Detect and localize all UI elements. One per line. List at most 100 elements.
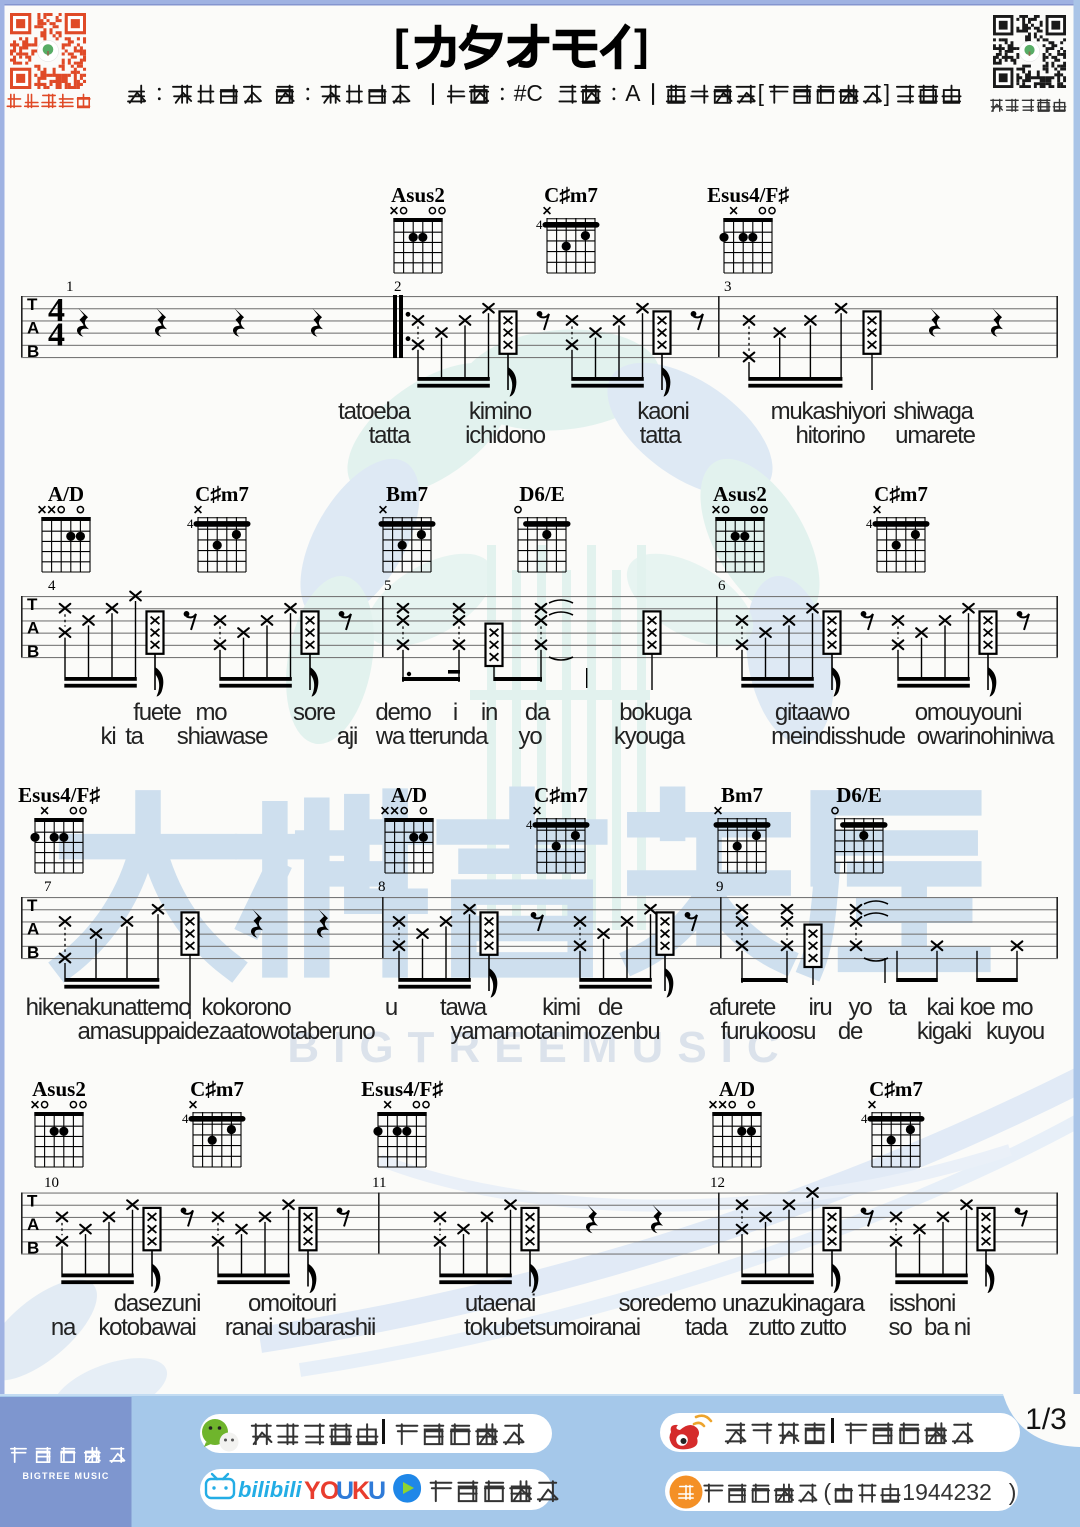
svg-text:C♯m7: C♯m7	[190, 1077, 244, 1101]
svg-text:BIGTREE MUSIC: BIGTREE MUSIC	[22, 1471, 109, 1481]
svg-text:mo: mo	[196, 699, 228, 726]
svg-text:11: 11	[372, 1175, 386, 1191]
svg-text:U: U	[336, 1477, 354, 1505]
svg-text:12: 12	[710, 1175, 725, 1191]
svg-text:6: 6	[718, 578, 726, 594]
svg-text:aji: aji	[337, 723, 357, 750]
svg-text:tada: tada	[685, 1314, 729, 1341]
svg-text:C♯m7: C♯m7	[544, 183, 598, 207]
svg-text:4: 4	[536, 217, 543, 232]
svg-text:A: A	[625, 80, 641, 106]
svg-text:A/D: A/D	[48, 482, 84, 506]
svg-text:T: T	[27, 295, 38, 314]
svg-text:A: A	[27, 920, 39, 939]
svg-text:shiawase: shiawase	[177, 723, 268, 750]
svg-text:kimino: kimino	[469, 398, 532, 425]
svg-text:mo: mo	[1002, 994, 1034, 1021]
svg-text:kaoni: kaoni	[637, 398, 688, 425]
svg-text:Esus4/F♯: Esus4/F♯	[361, 1077, 443, 1101]
svg-text:dasezuni: dasezuni	[114, 1290, 200, 1317]
svg-text:yo: yo	[519, 723, 543, 750]
svg-text:tokubetsumoiranai: tokubetsumoiranai	[464, 1314, 640, 1341]
svg-text:C♯m7: C♯m7	[869, 1077, 923, 1101]
svg-text:4: 4	[48, 578, 56, 594]
svg-text:T: T	[27, 1192, 38, 1211]
svg-text:8: 8	[378, 879, 386, 895]
svg-text:meindisshude: meindisshude	[771, 723, 906, 750]
svg-text:zutto zutto: zutto zutto	[748, 1314, 846, 1341]
svg-text:O: O	[320, 1477, 339, 1505]
svg-text:kai: kai	[926, 994, 953, 1021]
svg-text:]: ]	[884, 80, 890, 106]
svg-text:1: 1	[66, 279, 74, 295]
svg-text:utaenai: utaenai	[465, 1290, 535, 1317]
svg-text:B: B	[27, 943, 39, 962]
svg-text:BIGTREEMUSIC: BIGTREEMUSIC	[287, 1023, 792, 1072]
svg-text:C♯m7: C♯m7	[195, 482, 249, 506]
svg-text:): )	[1009, 1479, 1017, 1505]
svg-text:4: 4	[861, 1111, 868, 1126]
svg-text:4: 4	[866, 516, 873, 531]
svg-text:afurete: afurete	[709, 994, 776, 1021]
svg-text:hikenakunattemo: hikenakunattemo	[26, 994, 192, 1021]
svg-text:A/D: A/D	[719, 1077, 755, 1101]
svg-text:mukashiyori: mukashiyori	[771, 398, 886, 425]
svg-text:Esus4/F♯: Esus4/F♯	[18, 783, 100, 807]
svg-text:Y: Y	[304, 1477, 321, 1505]
svg-text:tterunda: tterunda	[409, 723, 489, 750]
svg-text:Asus2: Asus2	[713, 482, 767, 506]
svg-text:tatta: tatta	[369, 422, 412, 449]
svg-text:kuyou: kuyou	[986, 1018, 1044, 1045]
svg-text:soredemo: soredemo	[618, 1290, 716, 1317]
svg-text:4: 4	[187, 516, 194, 531]
svg-text:so: so	[889, 1314, 913, 1341]
svg-text:kokorono: kokorono	[201, 994, 291, 1021]
svg-text:Bm7: Bm7	[386, 482, 428, 506]
svg-text:kyouga: kyouga	[614, 723, 686, 750]
svg-text:koe: koe	[959, 994, 995, 1021]
svg-text:amasuppaidezaatowotaberuno: amasuppaidezaatowotaberuno	[77, 1018, 375, 1045]
svg-text:isshoni: isshoni	[889, 1290, 955, 1317]
svg-text:da: da	[525, 699, 551, 726]
svg-text:K: K	[352, 1477, 370, 1505]
svg-text:4: 4	[526, 817, 533, 832]
svg-text:kotobawai: kotobawai	[98, 1314, 195, 1341]
svg-text:Asus2: Asus2	[32, 1077, 86, 1101]
svg-text:yamamotanimozenbu: yamamotanimozenbu	[450, 1018, 659, 1045]
svg-text:Esus4/F♯: Esus4/F♯	[707, 183, 789, 207]
svg-text:ba ni: ba ni	[924, 1314, 970, 1341]
svg-text:tawa: tawa	[440, 994, 488, 1021]
svg-text:omoitouri: omoitouri	[248, 1290, 336, 1317]
svg-text:bokuga: bokuga	[619, 699, 692, 726]
svg-text:A: A	[27, 619, 39, 638]
svg-text:shiwaga: shiwaga	[893, 398, 975, 425]
svg-text:u: u	[385, 994, 397, 1021]
svg-text:T: T	[27, 896, 38, 915]
svg-text:D6/E: D6/E	[836, 783, 882, 807]
svg-text:Asus2: Asus2	[391, 183, 445, 207]
svg-text:3: 3	[724, 279, 732, 295]
svg-text:bilibili: bilibili	[238, 1477, 302, 1502]
svg-text:[: [	[394, 21, 409, 70]
svg-text:A: A	[27, 1215, 39, 1234]
svg-text:tatta: tatta	[640, 422, 683, 449]
svg-text:furukoosu: furukoosu	[721, 1018, 816, 1045]
svg-text:i: i	[453, 699, 457, 726]
svg-text:U: U	[368, 1477, 386, 1505]
svg-text:sore: sore	[293, 699, 336, 726]
svg-text:tatoeba: tatoeba	[338, 398, 412, 425]
svg-text:ichidono: ichidono	[465, 422, 546, 449]
svg-text:#C: #C	[514, 80, 543, 106]
svg-text:C♯m7: C♯m7	[534, 783, 588, 807]
svg-text:unazukinagara: unazukinagara	[722, 1290, 866, 1317]
svg-text:7: 7	[44, 879, 52, 895]
svg-text:hitorino: hitorino	[795, 422, 865, 449]
svg-text:kimi: kimi	[542, 994, 580, 1021]
svg-text:C♯m7: C♯m7	[874, 482, 928, 506]
svg-text:T: T	[27, 595, 38, 614]
svg-text:5: 5	[384, 578, 392, 594]
svg-text:wa: wa	[375, 723, 406, 750]
svg-text:9: 9	[716, 879, 724, 895]
svg-text:Bm7: Bm7	[721, 783, 763, 807]
svg-text:[: [	[758, 80, 765, 106]
